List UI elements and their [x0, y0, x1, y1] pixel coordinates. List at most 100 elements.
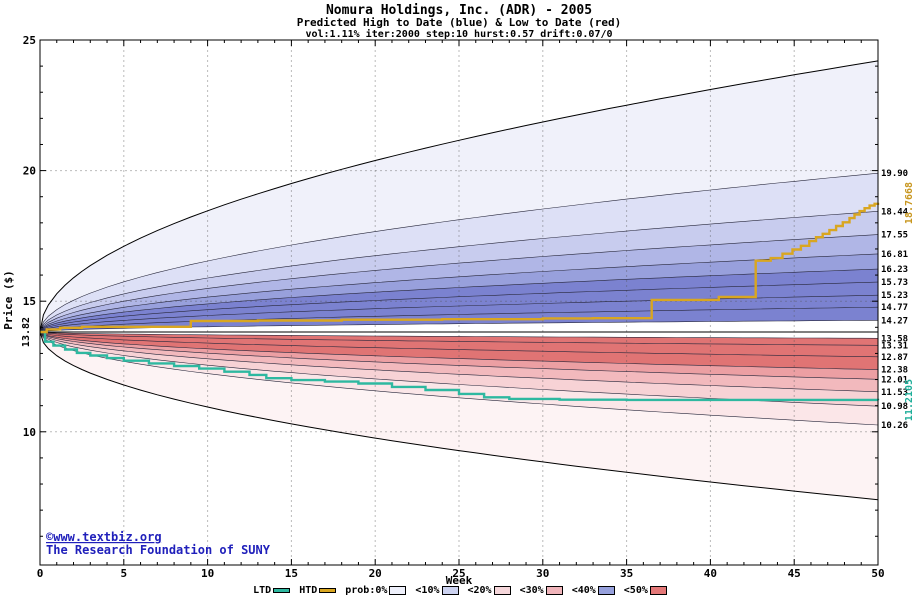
upper-probability-band: [40, 234, 878, 332]
legend: LTD HTD prob:0% <10% <20% <30% <40% <50%: [0, 585, 920, 596]
price-level-label: 14.27: [881, 316, 908, 326]
price-level-label: 18.44: [881, 207, 909, 217]
legend-swatch: [649, 586, 667, 595]
upper-probability-band: [40, 173, 878, 332]
lower-probability-band: [40, 332, 878, 370]
band-boundary-line: [39, 331, 879, 380]
price-level-label: 10.26: [881, 421, 908, 431]
price-level-label: 12.01: [881, 375, 908, 385]
legend-label: HTD: [299, 585, 318, 596]
price-level-label: 11.53: [881, 388, 908, 398]
legend-item: <50%: [624, 585, 667, 596]
upper-probability-band: [40, 253, 878, 332]
band-boundary-line: [39, 331, 879, 370]
price-level-label: 12.87: [881, 353, 908, 363]
band-boundary-line: [39, 268, 879, 333]
chart-subtitle: Predicted High to Date (blue) & Low to D…: [297, 16, 622, 29]
legend-item: LTD: [253, 585, 291, 596]
band-boundary-line: [39, 294, 879, 333]
band-boundary-line: [39, 320, 879, 333]
x-axis-tick-label: 20: [369, 567, 382, 580]
x-axis-tick-label: 10: [201, 567, 214, 580]
x-axis-tick-label: 45: [788, 567, 801, 580]
y-axis-tick-label: 15: [23, 295, 36, 308]
x-axis-tick-label: 15: [285, 567, 298, 580]
lower-probability-band: [40, 332, 878, 425]
watermark-org: The Research Foundation of SUNY: [46, 543, 271, 557]
legend-item: HTD: [299, 585, 337, 596]
watermark-link[interactable]: ©www.textbiz.org: [46, 530, 162, 544]
x-axis-tick-label: 50: [871, 567, 884, 580]
band-boundary-line: [39, 331, 879, 339]
lower-probability-band: [40, 332, 878, 392]
price-level-label: 16.23: [881, 265, 908, 275]
y-axis-tick-label: 20: [23, 165, 36, 178]
legend-swatch: [545, 586, 563, 595]
y-axis-tick-label: 10: [23, 426, 36, 439]
x-axis-tick-label: 25: [452, 567, 465, 580]
lower-probability-band: [40, 332, 878, 357]
band-boundary-line: [39, 234, 879, 333]
band-boundary-line: [39, 281, 879, 333]
legend-item: <20%: [468, 585, 511, 596]
htd-line: [40, 202, 880, 334]
price-level-label: 19.90: [881, 169, 908, 179]
x-axis-tick-label: 5: [120, 567, 127, 580]
ltd-final-label: 11.2105: [904, 379, 915, 421]
legend-swatch: [319, 588, 337, 593]
legend-label: <20%: [467, 585, 492, 596]
band-boundary-line: [39, 306, 879, 333]
x-axis-tick-label: 35: [620, 567, 633, 580]
price-level-label: 13.31: [881, 341, 908, 351]
x-axis-title: Week: [446, 574, 473, 587]
legend-label: <30%: [519, 585, 544, 596]
legend-swatch: [273, 588, 291, 593]
ltd-line: [40, 330, 880, 402]
x-axis-tick-label: 30: [536, 567, 549, 580]
upper-probability-band: [40, 282, 878, 332]
price-level-label: 15.73: [881, 278, 908, 288]
upper-probability-band: [40, 295, 878, 332]
x-axis-tick-label: 0: [37, 567, 44, 580]
price-level-label: 16.81: [881, 250, 908, 260]
price-level-label: 15.23: [881, 291, 908, 301]
plot-area: 0 5 10 15 20 25 30 35 40 45 50 10 15 20 25 19.90 18.44 17…: [23, 34, 909, 580]
legend-label: <10%: [415, 585, 440, 596]
legend-item: <10%: [415, 585, 459, 596]
legend-label: <50%: [623, 585, 648, 596]
upper-probability-band: [40, 60, 878, 333]
price-level-label: 14.77: [881, 303, 908, 313]
band-boundary-line: [39, 331, 879, 358]
upper-probability-band: [40, 269, 878, 332]
y-axis-tick-label: 25: [23, 34, 36, 47]
lower-probability-band: [40, 332, 878, 380]
band-boundary-line: [39, 172, 879, 333]
legend-item: prob:0%: [345, 585, 407, 596]
band-boundary-line: [39, 331, 879, 346]
price-level-label: 10.98: [881, 402, 908, 412]
band-boundary-line: [39, 331, 879, 393]
y-axis-title: Price ($): [2, 270, 15, 330]
band-boundary-line: [39, 331, 879, 501]
band-boundary-line: [39, 60, 879, 333]
band-boundary-line: [39, 211, 879, 333]
htd-final-label: 18.7668: [904, 182, 915, 224]
legend-label: <40%: [571, 585, 596, 596]
start-price-label: 13.82: [21, 317, 32, 347]
upper-probability-band: [40, 211, 878, 332]
chart-title: Nomura Holdings, Inc. (ADR) - 2005: [326, 3, 592, 18]
legend-swatch: [441, 586, 459, 595]
chart-params: vol:1.11% iter:2000 step:10 hurst:0.57 d…: [305, 28, 612, 40]
legend-label: prob:0%: [345, 585, 388, 596]
legend-item: <30%: [520, 585, 563, 596]
legend-swatch: [597, 586, 615, 595]
price-level-label: 13.58: [881, 334, 908, 344]
legend-swatch: [389, 586, 407, 595]
price-level-label: 12.38: [881, 366, 908, 376]
price-level-label: 17.55: [881, 231, 908, 241]
legend-swatch: [493, 586, 511, 595]
lower-probability-band: [40, 332, 878, 407]
lower-probability-band: [40, 332, 878, 500]
